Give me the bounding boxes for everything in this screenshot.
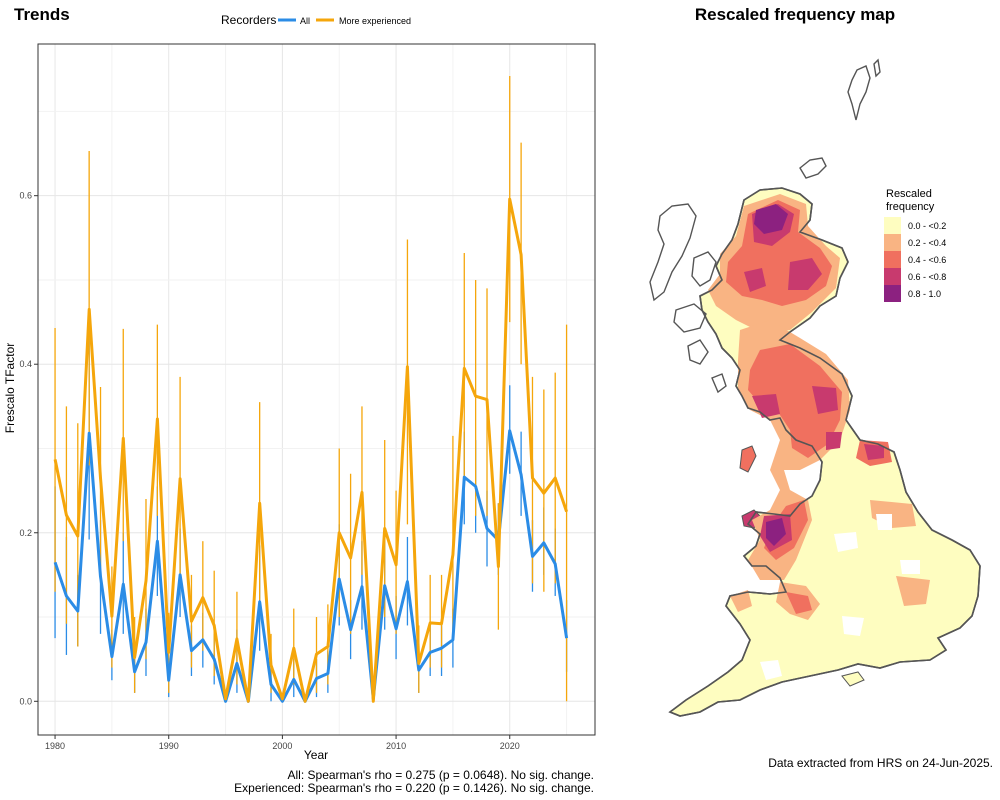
map-legend-label-0: 0.0 - <0.2 [908, 221, 946, 231]
y-tick-label-3: 0.6 [19, 191, 32, 201]
x-axis-label: Year [304, 748, 328, 762]
orkney-outline [799, 157, 827, 179]
map-legend-label-3: 0.6 - <0.8 [908, 272, 946, 282]
series-line-all [53, 429, 569, 703]
hebrides-outline [649, 203, 697, 302]
map-legend-title-1: Rescaled [886, 188, 932, 200]
y-tick-label-0: 0.0 [19, 696, 32, 706]
map-legend-label-1: 0.2 - <0.4 [908, 238, 946, 248]
map-legend: Rescaled frequency 0.0 - <0.20.2 - <0.40… [884, 188, 946, 302]
plot-border [37, 43, 596, 736]
gb-outline [668, 187, 981, 717]
islay-outline [687, 339, 727, 394]
map-legend-swatch-3 [884, 268, 901, 285]
map-title: Rescaled frequency map [695, 5, 895, 24]
legend-title: Recorders [221, 13, 276, 27]
y-axis: 0.0 0.2 0.4 0.6 [19, 191, 38, 706]
trend-plot: 1980 1990 2000 2010 2020 0.0 0.2 0.4 0.6 [19, 43, 596, 751]
x-axis: 1980 1990 2000 2010 2020 [45, 735, 520, 751]
x-tick-label-2020: 2020 [500, 741, 520, 751]
map-legend-label-4: 0.8 - 1.0 [908, 289, 941, 299]
map-legend-swatch-2 [884, 251, 901, 268]
data-credit: Data extracted from HRS on 24-Jun-2025. [768, 756, 993, 770]
map-legend-swatch-0 [884, 217, 901, 234]
gb-frequency-map [649, 58, 981, 717]
skye-outline [691, 251, 717, 287]
map-legend-label-2: 0.4 - <0.6 [908, 255, 946, 265]
map-legend-swatch-4 [884, 285, 901, 302]
mull-outline [673, 303, 707, 333]
series-line-experienced [53, 197, 569, 703]
y-tick-label-2: 0.4 [19, 359, 32, 369]
map-legend-title-2: frequency [886, 201, 935, 213]
isle-of-man [739, 445, 757, 473]
chart-legend: Recorders All More experienced [221, 13, 411, 27]
x-tick-label-1990: 1990 [159, 741, 179, 751]
stat-experienced: Experienced: Spearman's rho = 0.220 (p =… [234, 781, 594, 795]
frequency-patches [708, 194, 930, 680]
y-axis-label: Frescalo TFactor [3, 343, 17, 433]
stat-all: All: Spearman's rho = 0.275 (p = 0.0648)… [288, 768, 594, 782]
legend-label-all: All [300, 16, 310, 26]
shetland-outline [847, 58, 881, 121]
map-legend-items: 0.0 - <0.2 0.2 - <0.4 0.4 - <0.6 0.6 - <0.8… [884, 217, 946, 302]
x-tick-label-2010: 2010 [386, 741, 406, 751]
legend-label-experienced: More experienced [339, 16, 411, 26]
trends-title: Trends [14, 5, 70, 24]
map-legend-swatch-1 [884, 234, 901, 251]
x-tick-label-1980: 1980 [45, 741, 65, 751]
isle-of-wight [841, 671, 865, 687]
x-tick-label-2000: 2000 [272, 741, 292, 751]
y-tick-label-1: 0.2 [19, 528, 32, 538]
series-lines [53, 197, 569, 703]
